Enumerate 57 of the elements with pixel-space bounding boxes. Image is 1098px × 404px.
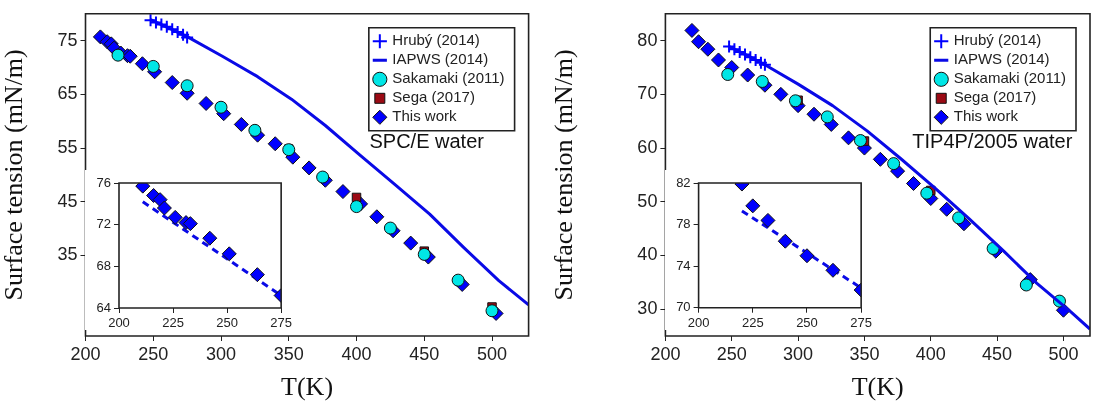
y-tick-label: 75 [57,29,78,50]
x-axis-title: T(K) [281,372,334,402]
y-tick-label: 74 [676,257,691,273]
y-tick-label: 80 [637,29,658,50]
x-tick-label: 225 [741,315,764,331]
x-tick-label: 450 [982,343,1013,364]
x-tick-label: 250 [216,315,238,331]
legend-label: Sega (2017) [392,88,475,106]
x-tick-label: 450 [409,343,440,364]
x-tick-label: 350 [849,343,880,364]
y-tick-label: 35 [57,244,78,265]
y-tick-label: 40 [637,244,658,265]
x-tick-label: 275 [850,315,873,331]
y-tick-label: 55 [57,137,78,158]
y-tick-label: 72 [96,216,111,232]
legend-label: Hrubý (2014) [392,31,480,49]
x-tick-label: 250 [138,343,169,364]
x-tick-label: 400 [341,343,372,364]
y-axis-title: Surface tension (mN/m) [0,49,29,301]
legend-label: Sega (2017) [953,88,1037,106]
x-tick-label: 250 [716,343,747,364]
y-tick-label: 70 [637,83,658,104]
x-tick-label: 200 [108,315,130,331]
annotation: SPC/E water [369,130,485,153]
legend-label: IAPWS (2014) [392,50,489,68]
x-tick-label: 300 [205,343,237,364]
x-tick-label: 500 [476,343,508,364]
x-tick-label: 400 [915,343,946,364]
y-tick-label: 30 [637,298,658,319]
y-axis-title: Surface tension (mN/m) [549,49,579,301]
x-axis-title: T(K) [851,372,904,402]
legend-label: This work [953,107,1019,125]
x-tick-label: 275 [270,315,293,331]
y-tick-label: 45 [57,190,78,211]
y-tick-label: 60 [637,137,658,158]
legend-label: Sakamaki (2011) [953,69,1067,87]
legend-label: Hrubý (2014) [953,31,1042,49]
y-tick-label: 82 [676,174,691,190]
x-tick-label: 225 [162,315,184,331]
legend-label: This work [392,107,457,125]
x-tick-label: 500 [1048,343,1079,364]
legend-label: IAPWS (2014) [953,50,1050,68]
y-tick-label: 70 [676,299,691,315]
x-tick-label: 200 [650,343,681,364]
annotation: TIP4P/2005 water [912,130,1073,153]
y-tick-label: 76 [96,174,111,190]
y-tick-label: 50 [637,190,658,211]
x-tick-label: 300 [783,343,814,364]
x-tick-label: 200 [687,315,710,331]
y-tick-label: 68 [96,257,111,273]
x-tick-label: 250 [796,315,818,331]
y-tick-label: 65 [57,83,78,104]
legend-label: Sakamaki (2011) [392,69,505,87]
x-tick-label: 200 [70,343,101,364]
y-tick-label: 78 [676,216,691,232]
x-tick-label: 350 [273,343,304,364]
y-tick-label: 64 [96,299,111,315]
